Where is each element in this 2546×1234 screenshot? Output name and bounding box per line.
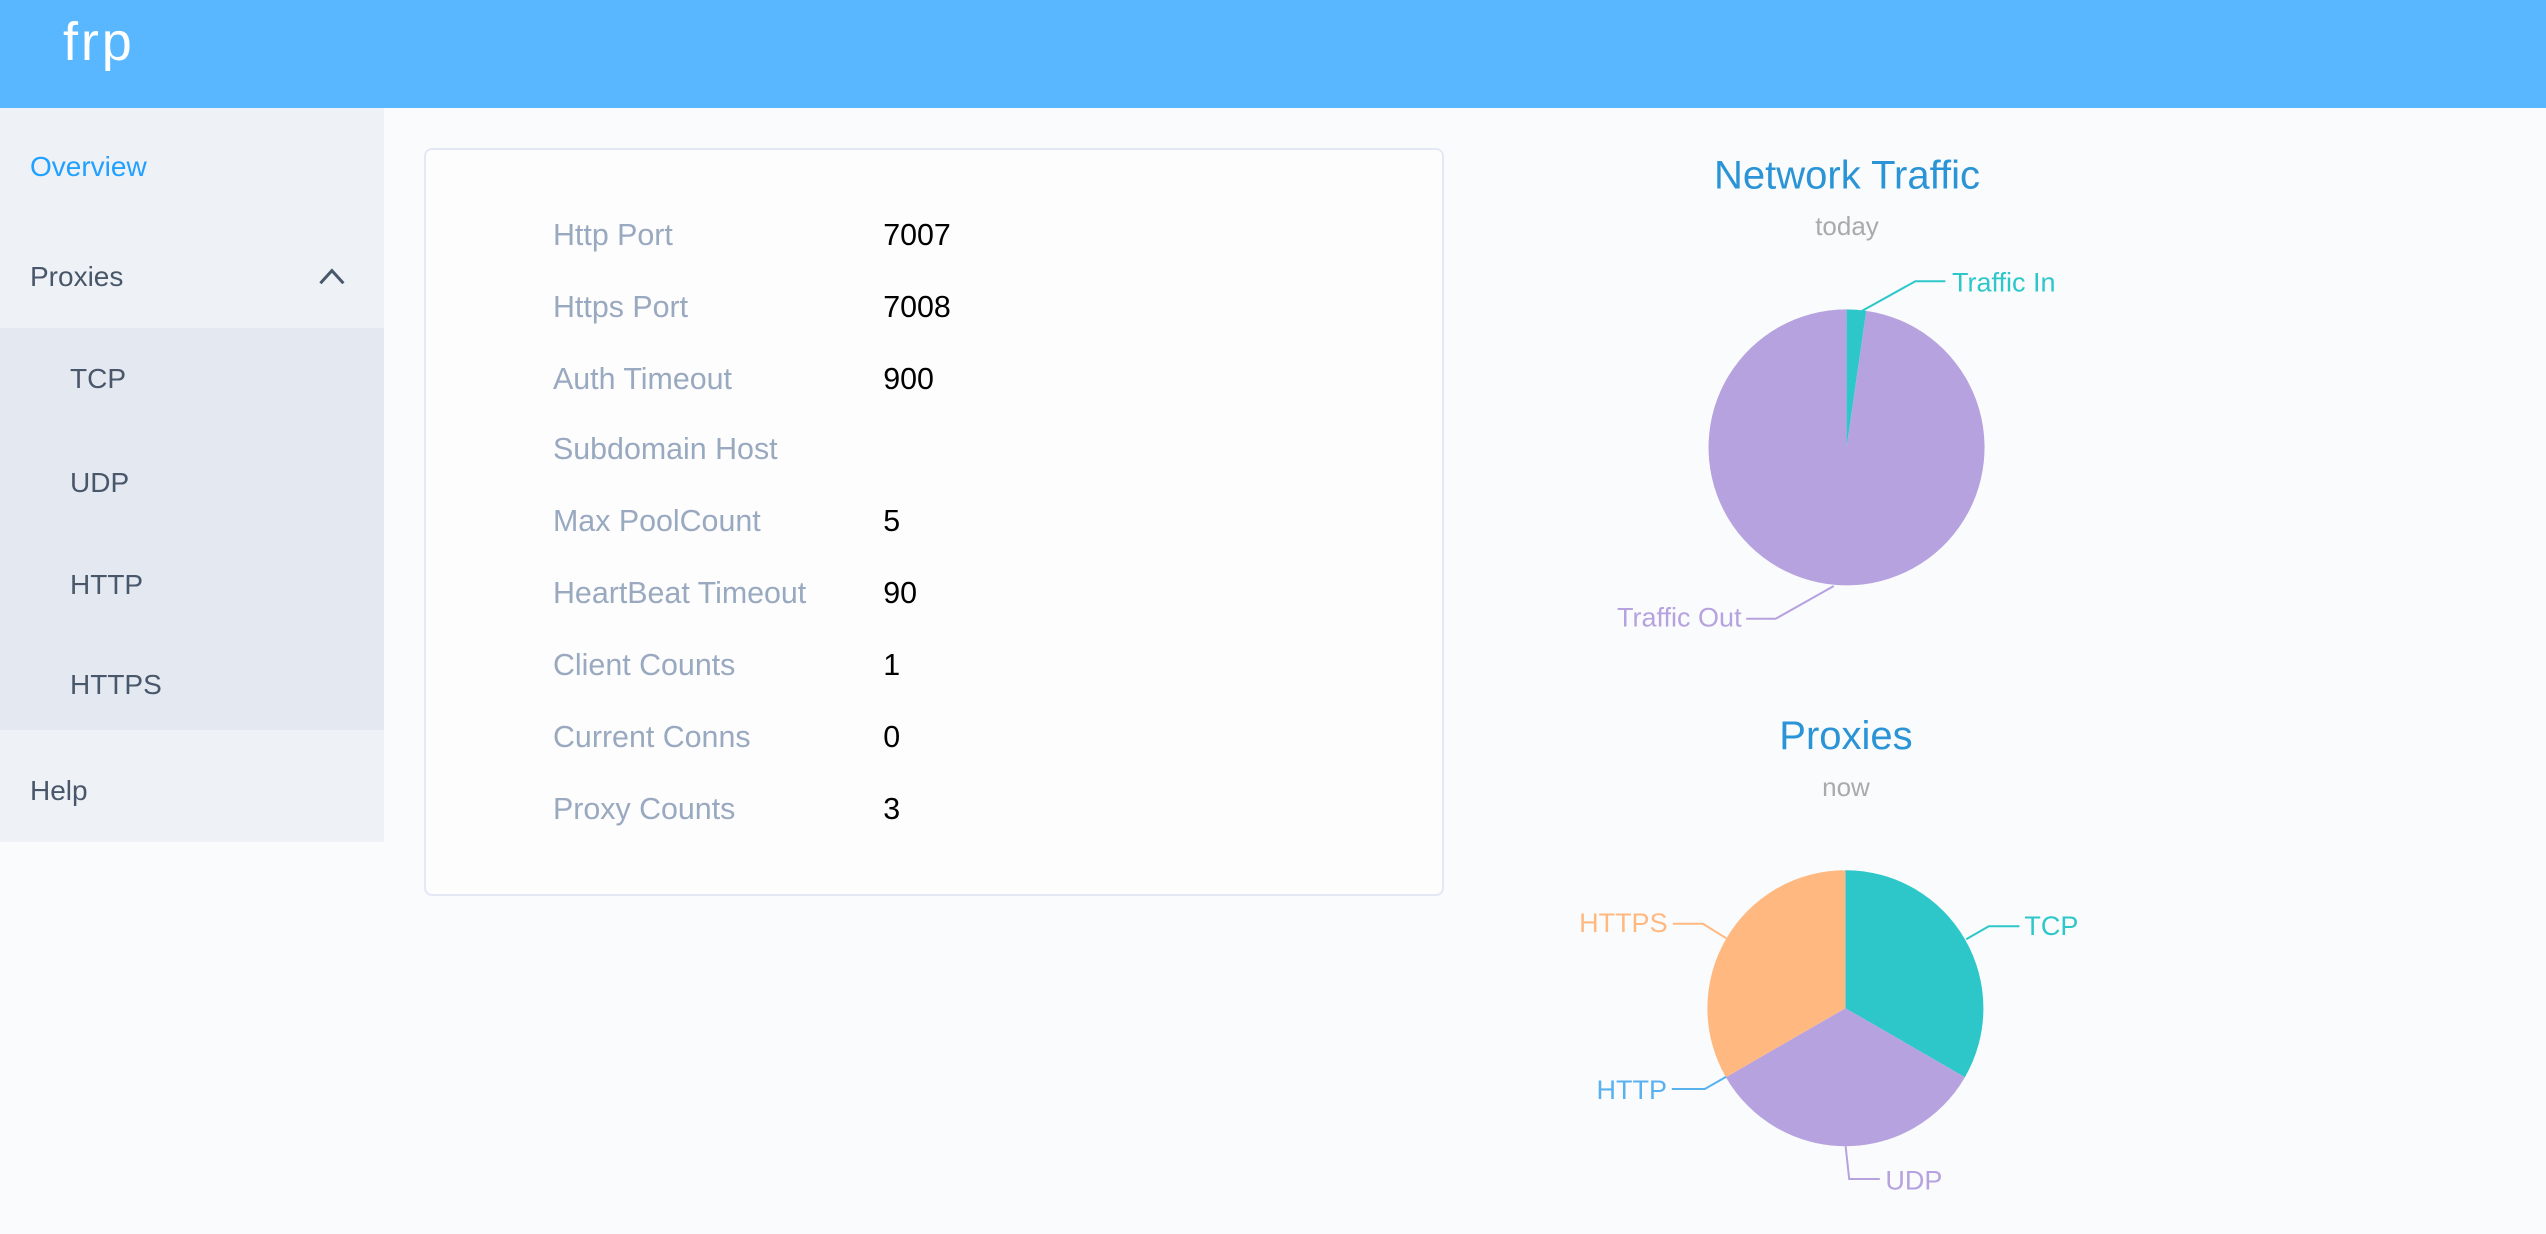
svg-text:today: today bbox=[1815, 211, 1879, 241]
svg-text:TCP: TCP bbox=[2024, 911, 2078, 941]
svg-text:HTTP: HTTP bbox=[1597, 1075, 1668, 1105]
svg-text:Network Traffic: Network Traffic bbox=[1714, 154, 1980, 198]
svg-text:Proxies: Proxies bbox=[1779, 714, 1912, 758]
svg-text:Traffic In: Traffic In bbox=[1952, 267, 2056, 297]
svg-text:HTTPS: HTTPS bbox=[1579, 908, 1668, 938]
svg-text:UDP: UDP bbox=[1885, 1165, 1942, 1195]
svg-text:now: now bbox=[1822, 772, 1870, 802]
svg-text:Traffic Out: Traffic Out bbox=[1617, 603, 1742, 633]
